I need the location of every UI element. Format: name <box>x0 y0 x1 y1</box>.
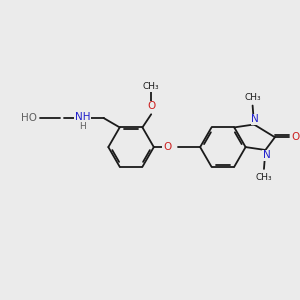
Text: O: O <box>147 101 155 111</box>
Text: N: N <box>263 150 271 160</box>
Text: H: H <box>80 122 86 131</box>
Text: CH₃: CH₃ <box>143 82 160 91</box>
Text: HO: HO <box>21 113 38 123</box>
Text: NH: NH <box>75 112 90 122</box>
Text: O: O <box>292 132 300 142</box>
Text: CH₃: CH₃ <box>244 93 261 102</box>
Text: N: N <box>251 114 259 124</box>
Text: CH₃: CH₃ <box>256 172 272 182</box>
Text: O: O <box>163 142 171 152</box>
